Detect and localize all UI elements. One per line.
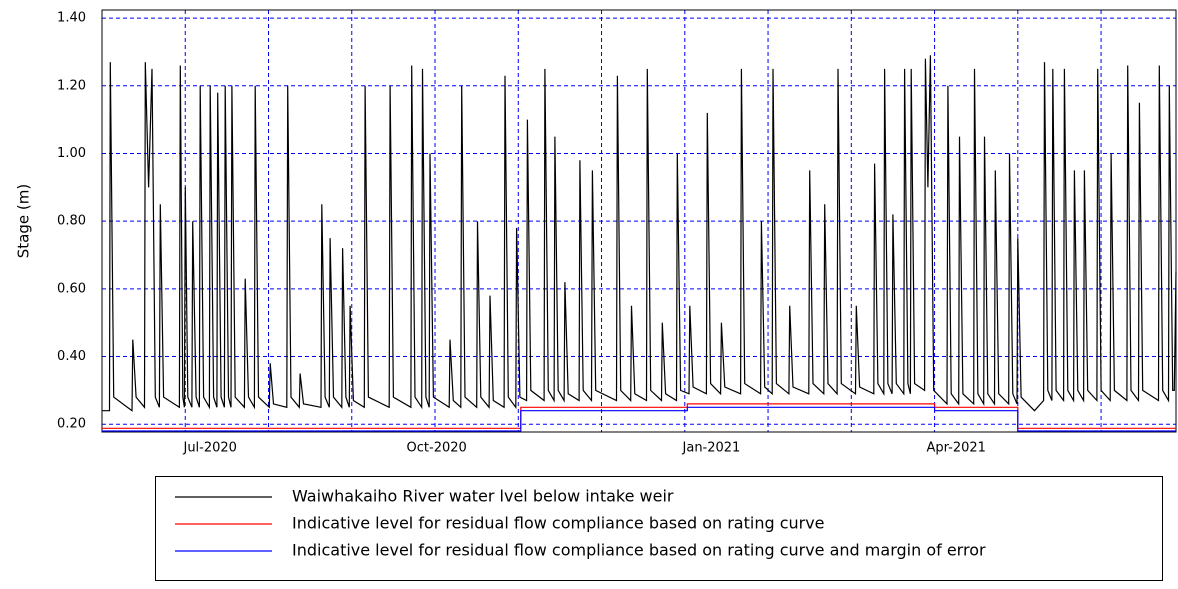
y-tick-label: 1.00 (57, 146, 86, 161)
y-tick-label: 1.40 (57, 11, 86, 26)
x-tick-label: Apr-2021 (926, 441, 985, 456)
legend-label: Indicative level for residual flow compl… (292, 541, 986, 560)
x-tick-label: Oct-2020 (407, 441, 467, 456)
series-line (102, 406, 1176, 432)
plot-frame (101, 9, 1177, 433)
y-tick-label: 0.20 (57, 417, 86, 432)
legend-label: Indicative level for residual flow compl… (292, 514, 825, 533)
legend-label: Waiwhakaiho River water lvel below intak… (292, 487, 674, 506)
series-line (102, 55, 1177, 412)
y-tick-label: 0.80 (57, 214, 86, 229)
y-tick-label: 0.40 (57, 349, 86, 364)
x-tick-label: Jan-2021 (682, 441, 741, 456)
x-tick-label: Jul-2020 (182, 441, 236, 456)
y-axis-title: Stage (m) (15, 184, 33, 258)
legend-box (155, 476, 1163, 581)
y-tick-label: 1.20 (57, 78, 86, 93)
y-tick-label: 0.60 (57, 281, 86, 296)
